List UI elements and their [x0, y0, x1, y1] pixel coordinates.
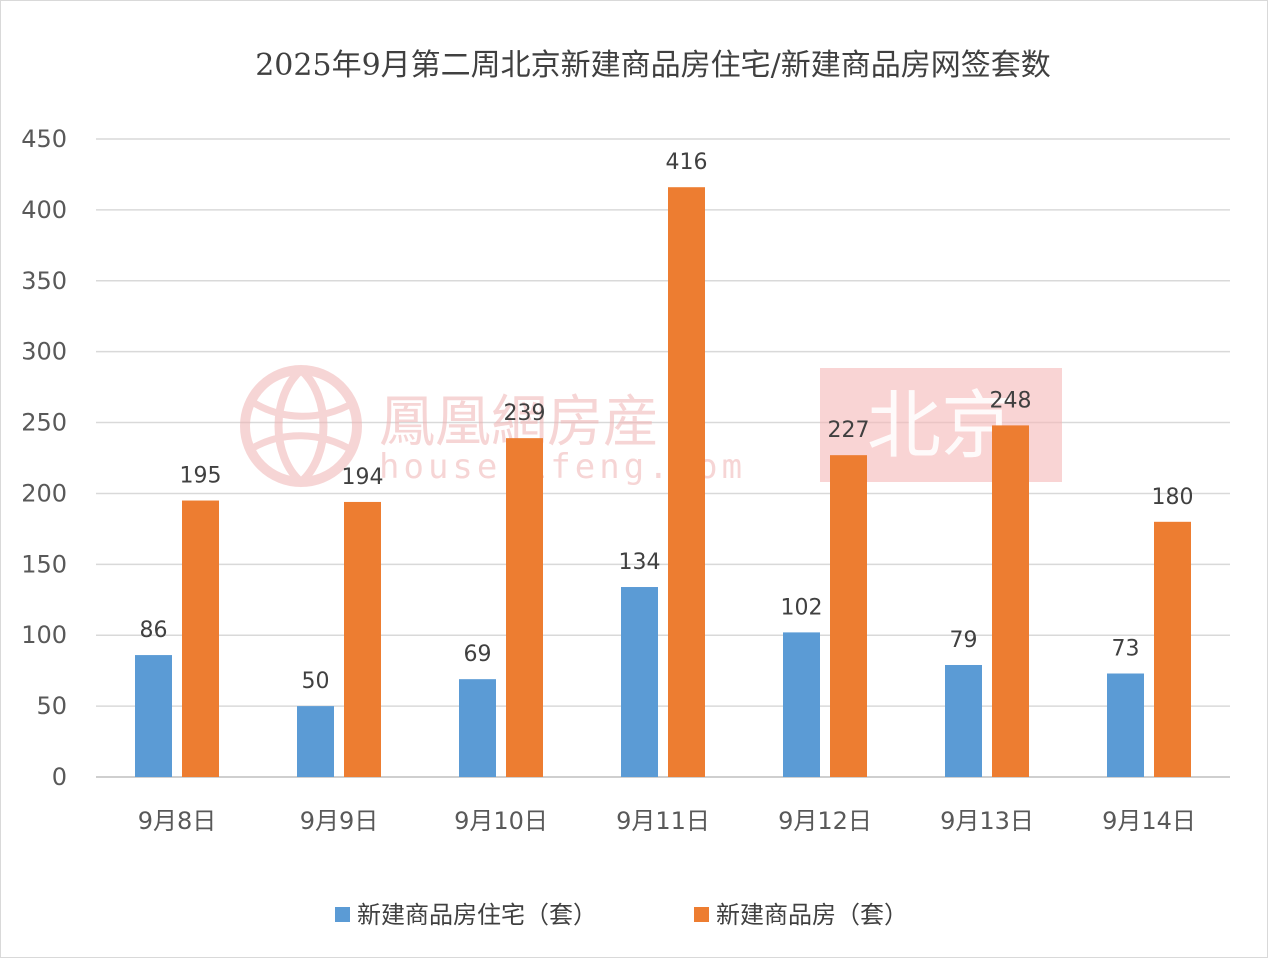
bar-residential	[783, 632, 820, 777]
y-tick-label: 450	[21, 125, 67, 153]
legend: 新建商品房住宅（套） 新建商品房（套）	[335, 901, 908, 929]
bar-residential	[297, 706, 334, 777]
bar-all-new-homes	[830, 455, 867, 777]
bar-residential	[459, 679, 496, 777]
y-tick-label: 0	[52, 763, 67, 791]
y-tick-label: 400	[21, 196, 67, 224]
legend-swatch-residential	[335, 907, 350, 922]
data-label: 73	[1112, 637, 1140, 662]
bar-residential	[621, 587, 658, 777]
data-labels: 86 195 50 194 69 239 134 416 102 227 79 248 73 180	[140, 150, 1194, 694]
x-tick-label: 9月11日	[616, 807, 710, 835]
y-tick-label: 200	[21, 479, 67, 507]
data-label: 134	[619, 550, 661, 575]
legend-swatch-all-new-homes	[694, 907, 709, 922]
y-tick-label: 100	[21, 621, 67, 649]
bar-all-new-homes	[1154, 521, 1191, 777]
x-tick-label: 9月13日	[940, 807, 1034, 835]
legend-label-all-new-homes: 新建商品房（套）	[716, 901, 908, 929]
bar-all-new-homes	[182, 500, 219, 777]
x-tick-label: 9月12日	[778, 807, 872, 835]
bar-residential	[945, 664, 982, 777]
data-label: 79	[950, 628, 978, 653]
x-tick-label: 9月14日	[1102, 807, 1196, 835]
bar-residential	[135, 655, 172, 777]
x-tick-label: 9月10日	[454, 807, 548, 835]
y-axis-ticks: 0 50 100 150 200 250 300 350 400 450	[21, 125, 67, 791]
data-label: 180	[1152, 485, 1194, 510]
data-label: 227	[828, 418, 870, 443]
bar-all-new-homes	[992, 425, 1029, 777]
y-tick-label: 250	[21, 409, 67, 437]
bar-all-new-homes	[506, 438, 543, 777]
y-tick-label: 150	[21, 550, 67, 578]
watermark-city: 北京	[867, 383, 1015, 469]
x-tick-label: 9月9日	[300, 807, 379, 835]
bar-all-new-homes	[344, 501, 381, 777]
y-tick-label: 350	[21, 267, 67, 295]
bars	[135, 187, 1191, 777]
data-label: 239	[504, 401, 546, 426]
y-tick-label: 50	[36, 692, 67, 720]
y-tick-label: 300	[21, 338, 67, 366]
data-label: 416	[666, 150, 708, 175]
data-label: 86	[140, 618, 168, 643]
x-axis-ticks: 9月8日 9月9日 9月10日 9月11日 9月12日 9月13日 9月14日	[138, 807, 1196, 835]
data-label: 102	[781, 595, 823, 620]
chart-title: 2025年9月第二周北京新建商品房住宅/新建商品房网签套数	[255, 48, 1051, 83]
ifeng-logo-icon	[240, 364, 362, 488]
gridlines	[96, 138, 1230, 778]
legend-label-residential: 新建商品房住宅（套）	[357, 901, 597, 929]
data-label: 50	[302, 669, 330, 694]
data-label: 194	[342, 465, 384, 490]
bar-residential	[1107, 673, 1144, 777]
data-label: 195	[180, 464, 222, 489]
x-tick-label: 9月8日	[138, 807, 217, 835]
data-label: 248	[990, 388, 1032, 413]
bar-all-new-homes	[668, 187, 705, 777]
data-label: 69	[464, 642, 492, 667]
